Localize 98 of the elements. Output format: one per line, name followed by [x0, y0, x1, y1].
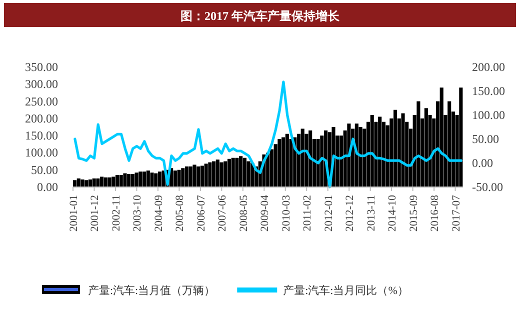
- bar: [73, 180, 77, 187]
- x-tick-label: 2015-09: [408, 194, 420, 232]
- bar: [282, 137, 286, 187]
- x-tick-label: 2005-08: [174, 194, 186, 232]
- bar: [142, 172, 146, 187]
- bar: [150, 172, 154, 187]
- bar: [239, 156, 243, 187]
- bar: [119, 175, 123, 187]
- bar: [138, 172, 142, 187]
- y-tick-label: 50.00: [31, 162, 58, 177]
- x-tick-label: 2004-09: [152, 194, 165, 232]
- x-tick-label: 2016-08: [429, 194, 442, 232]
- y2-tick-label: 0.00: [472, 156, 493, 170]
- bar: [459, 88, 463, 187]
- bar: [370, 115, 374, 187]
- bar: [158, 172, 162, 187]
- bar: [416, 101, 420, 187]
- bar: [104, 177, 108, 187]
- x-tick-label: 2003-10: [132, 194, 144, 232]
- y2-tick-label: -50.00: [472, 180, 503, 194]
- bar: [130, 174, 134, 187]
- bar: [308, 130, 312, 187]
- bar: [84, 180, 88, 187]
- bar: [401, 113, 405, 187]
- legend-label: 产量:汽车:当月同比（%）: [283, 284, 408, 297]
- bar: [184, 166, 189, 187]
- bar: [440, 88, 444, 187]
- bar: [177, 170, 181, 187]
- bar: [88, 179, 92, 187]
- x-tick-label: 2012-01: [322, 195, 335, 232]
- bar: [378, 116, 382, 187]
- bar: [134, 172, 138, 187]
- x-tick-label: 2009-04: [259, 194, 272, 232]
- bar: [115, 175, 120, 187]
- bar: [80, 179, 84, 187]
- x-tick-label: 2002-11: [110, 195, 122, 232]
- legend-item: 产量:汽车:当月值（万辆）: [42, 285, 216, 297]
- y-tick-label: 150.00: [25, 128, 58, 143]
- bar: [188, 166, 192, 187]
- legend-item: 产量:汽车:当月同比（%）: [237, 285, 408, 297]
- bar: [181, 168, 185, 187]
- bar: [285, 134, 289, 187]
- x-tick-label: 2012-12: [344, 195, 356, 232]
- bar: [231, 158, 235, 187]
- bar: [127, 174, 131, 187]
- bar: [235, 158, 239, 187]
- bar: [154, 173, 158, 187]
- bar: [220, 162, 224, 187]
- x-tick-label: 2007-06: [216, 194, 229, 232]
- bar: [393, 110, 398, 187]
- chart-title: 图：2017 年汽车产量保持增长: [180, 9, 340, 23]
- bar: [112, 176, 116, 187]
- bar: [242, 158, 246, 187]
- bar: [100, 176, 104, 187]
- bar: [123, 173, 127, 187]
- bar: [96, 178, 100, 187]
- bar: [448, 101, 452, 187]
- bar: [108, 177, 112, 187]
- title: 图：2017 年汽车产量保持增长: [4, 3, 516, 27]
- x-tick-label: 2008-05: [238, 194, 250, 232]
- y-tick-label: 0.00: [37, 180, 58, 194]
- x-tick-label: 2001-12: [89, 195, 102, 232]
- x-tick-label: 2011-02: [302, 195, 314, 232]
- bar: [278, 139, 282, 187]
- bar: [196, 166, 200, 187]
- bar: [208, 162, 212, 187]
- bar: [92, 178, 96, 187]
- bar: [358, 127, 362, 187]
- bar: [146, 170, 150, 187]
- y-tick-label: 250.00: [25, 94, 58, 108]
- y-tick-label: 100.00: [25, 146, 58, 160]
- x-tick-label: 2010-03: [280, 194, 292, 232]
- legend-label: 产量:汽车:当月值（万辆）: [88, 284, 216, 297]
- bar: [316, 139, 320, 187]
- y2-tick-label: 100.00: [472, 108, 505, 122]
- x-tick-label: 2001-01: [68, 195, 80, 232]
- bar: [224, 161, 228, 187]
- bar: [212, 161, 216, 187]
- y2-tick-label: 200.00: [472, 60, 505, 74]
- bar: [300, 128, 304, 187]
- x-tick-label: 2006-07: [195, 194, 208, 232]
- y-tick-label: 300.00: [25, 77, 58, 92]
- x-tick-label: 2017-07: [450, 194, 462, 232]
- bar: [424, 108, 428, 187]
- x-tick-label: 2014-10: [386, 194, 399, 232]
- bar: [173, 170, 177, 187]
- bar: [246, 161, 250, 187]
- bar: [200, 166, 204, 187]
- bar: [76, 178, 80, 187]
- y-tick-label: 200.00: [25, 111, 58, 126]
- y2-tick-label: 50.00: [472, 132, 499, 146]
- y2-tick-label: 150.00: [472, 84, 505, 98]
- y-tick-label: 350.00: [25, 60, 58, 74]
- bar: [192, 164, 196, 187]
- bar: [204, 164, 208, 187]
- bar: [227, 158, 232, 187]
- bar: [216, 160, 220, 187]
- x-tick-label: 2013-11: [365, 195, 378, 232]
